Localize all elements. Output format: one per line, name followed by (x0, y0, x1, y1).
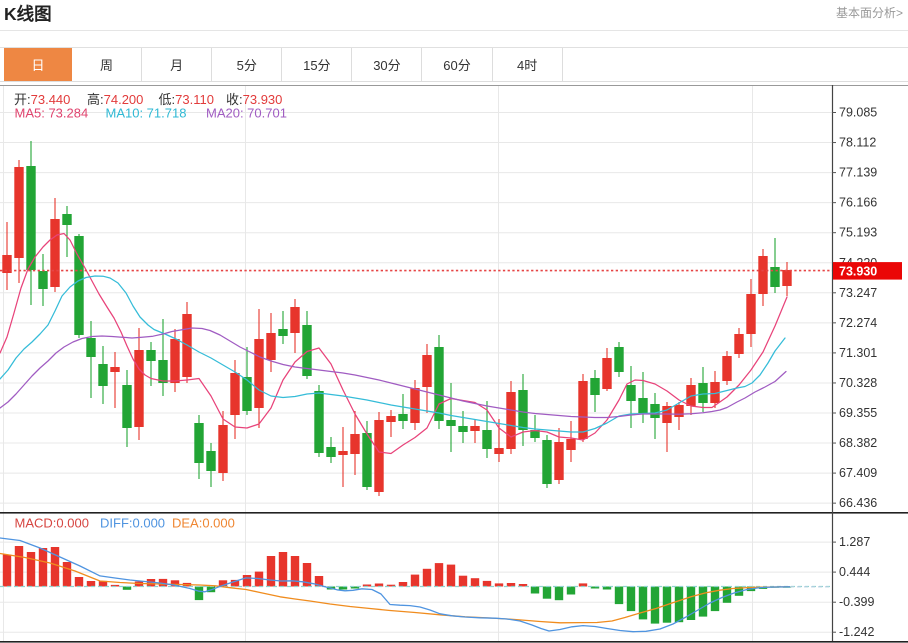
svg-text:75.193: 75.193 (839, 226, 877, 240)
svg-text:高:74.200: 高:74.200 (87, 92, 143, 107)
svg-text:DIFF:0.000: DIFF:0.000 (100, 516, 165, 531)
svg-text:78.112: 78.112 (839, 136, 876, 150)
svg-text:低:73.110: 低:73.110 (159, 92, 214, 107)
svg-text:68.382: 68.382 (839, 436, 877, 450)
svg-text:73.247: 73.247 (839, 286, 877, 300)
svg-text:69.355: 69.355 (839, 406, 877, 420)
svg-text:73.930: 73.930 (839, 264, 877, 278)
svg-text:MACD:0.000: MACD:0.000 (15, 516, 89, 531)
svg-text:DEA:0.000: DEA:0.000 (172, 516, 235, 531)
svg-text:77.139: 77.139 (839, 166, 877, 180)
svg-text:71.301: 71.301 (839, 346, 877, 360)
svg-text:66.436: 66.436 (839, 496, 877, 510)
svg-text:收:73.930: 收:73.930 (226, 92, 282, 107)
svg-text:-1.242: -1.242 (839, 625, 874, 639)
svg-text:1.287: 1.287 (839, 535, 870, 549)
svg-text:79.085: 79.085 (839, 106, 877, 120)
svg-text:MA5: 73.284: MA5: 73.284 (15, 106, 89, 121)
svg-text:MA10: 71.718: MA10: 71.718 (106, 106, 187, 121)
svg-text:0.444: 0.444 (839, 565, 870, 579)
svg-text:70.328: 70.328 (839, 376, 877, 390)
svg-text:开:73.440: 开:73.440 (14, 92, 70, 107)
svg-text:67.409: 67.409 (839, 466, 877, 480)
svg-text:-0.399: -0.399 (839, 595, 874, 609)
svg-text:72.274: 72.274 (839, 316, 877, 330)
svg-text:76.166: 76.166 (839, 196, 877, 210)
svg-text:MA20: 70.701: MA20: 70.701 (206, 106, 287, 121)
